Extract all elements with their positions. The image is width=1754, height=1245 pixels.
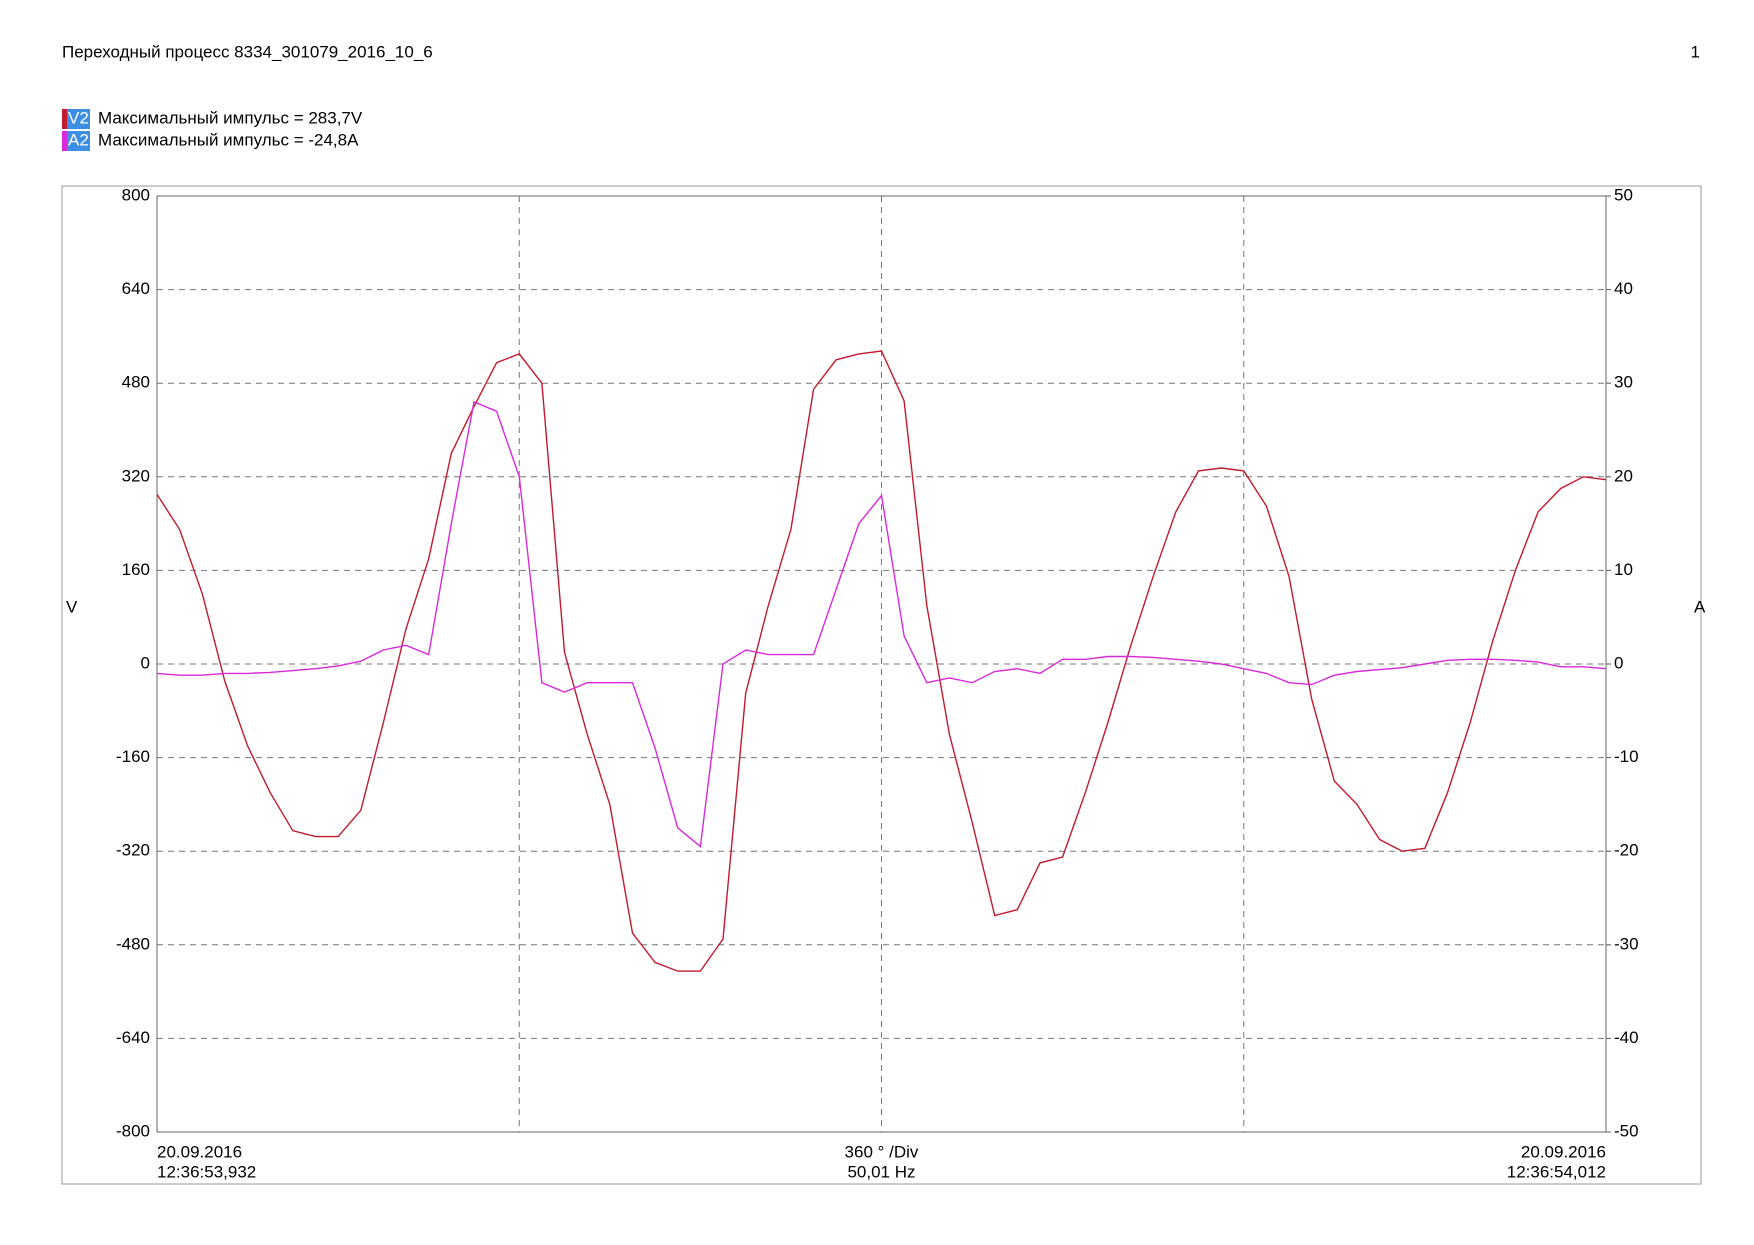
y-tick-label: 480 <box>122 373 150 392</box>
y-tick-label: -160 <box>116 747 150 766</box>
x-axis-label: 360 ° /Div <box>845 1142 919 1161</box>
y-tick-label: -800 <box>116 1121 150 1140</box>
y2-tick-label: 20 <box>1614 466 1633 485</box>
y-tick-label: 640 <box>122 279 150 298</box>
legend-swatch <box>62 109 90 129</box>
y2-axis-label: A <box>1694 597 1706 616</box>
y2-tick-label: 0 <box>1614 653 1623 672</box>
y2-tick-label: -40 <box>1614 1028 1639 1047</box>
series-line <box>156 400 1607 848</box>
y-tick-label: 0 <box>141 653 150 672</box>
y2-tick-label: -50 <box>1614 1121 1639 1140</box>
legend-swatch-stripe <box>62 131 67 151</box>
legend-name: V2 <box>68 108 89 127</box>
y2-tick-label: 30 <box>1614 373 1633 392</box>
x-axis-label: 12:36:54,012 <box>1507 1162 1606 1181</box>
y-tick-label: -320 <box>116 841 150 860</box>
y-axis-label: V <box>66 597 78 616</box>
y2-tick-label: -10 <box>1614 747 1639 766</box>
y2-tick-label: -30 <box>1614 934 1639 953</box>
y-tick-label: 320 <box>122 466 150 485</box>
legend-swatch-stripe <box>62 109 67 129</box>
x-axis-label: 12:36:53,932 <box>157 1162 256 1181</box>
series-line <box>156 350 1607 972</box>
y-tick-label: 160 <box>122 560 150 579</box>
y-tick-label: -480 <box>116 934 150 953</box>
legend-label: Максимальный импульс = -24,8A <box>98 130 359 149</box>
legend-label: Максимальный импульс = 283,7V <box>98 108 363 127</box>
plot-area <box>156 195 1607 1133</box>
legend-swatch <box>62 131 90 151</box>
y-tick-label: 800 <box>122 185 150 204</box>
y2-tick-label: -20 <box>1614 841 1639 860</box>
x-axis-label: 20.09.2016 <box>1521 1142 1606 1161</box>
y-tick-label: -640 <box>116 1028 150 1047</box>
legend-name: A2 <box>68 130 89 149</box>
page-number: 1 <box>1691 42 1700 61</box>
x-axis-label: 50,01 Hz <box>847 1162 915 1181</box>
frame <box>61 185 1702 1185</box>
y2-tick-label: 40 <box>1614 279 1633 298</box>
chart-title: Переходный процесс 8334_301079_2016_10_6 <box>62 42 433 61</box>
x-axis-label: 20.09.2016 <box>157 1142 242 1161</box>
y2-tick-label: 10 <box>1614 560 1633 579</box>
y2-tick-label: 50 <box>1614 185 1633 204</box>
